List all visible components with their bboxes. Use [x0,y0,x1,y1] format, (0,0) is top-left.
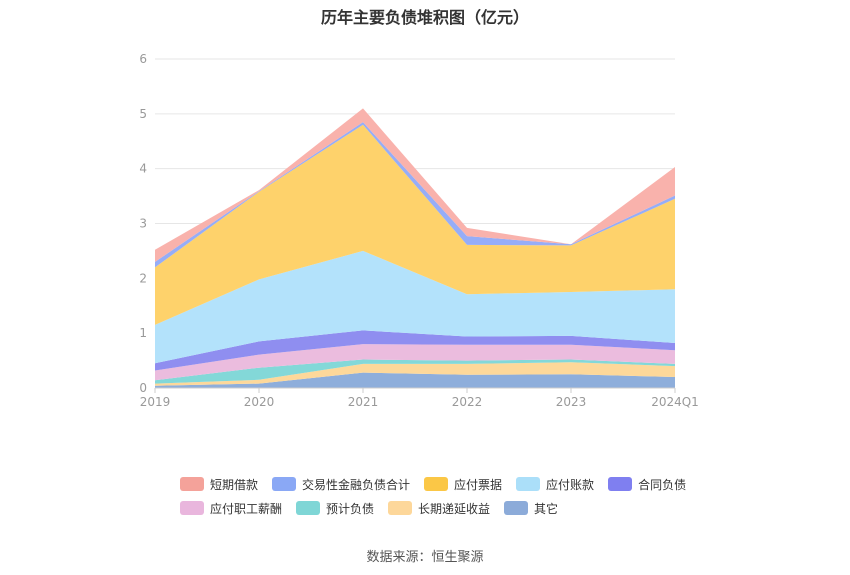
area-series-0 [155,372,675,388]
legend: 短期借款 交易性金融负债合计 应付票据 应付账款 合同负债应付职工薪酬 预计负债 长期递延收… [180,472,720,520]
area-series-1 [155,362,675,386]
legend-swatch [272,477,297,491]
legend-label: 合同负债 [638,477,687,492]
legend-item[interactable]: 应付票据 [424,476,502,493]
legend-swatch [388,501,413,515]
y-tick-label: 5 [139,107,147,121]
axis-layer: 0 1 2 3 4 5 6 2019 2020 2021 2022 2023 2024Q1 [139,52,698,409]
legend-item[interactable]: 应付职工薪酬 [180,500,282,517]
y-tick-label: 6 [139,52,147,66]
y-tick-label: 1 [139,326,147,340]
legend-swatch [180,501,204,515]
x-tick-label: 2024Q1 [651,395,699,409]
legend-label: 预计负债 [326,501,375,516]
x-tick-label: 2020 [244,395,275,409]
legend-label: 其它 [534,501,559,516]
legend-row: 短期借款 交易性金融负债合计 应付票据 应付账款 合同负债 [180,472,720,496]
y-tick-label: 3 [139,217,147,231]
legend-swatch [296,501,321,515]
legend-label: 短期借款 [210,477,259,492]
area-layer [155,108,675,388]
x-tick-label: 2019 [140,395,171,409]
area-series-5 [155,250,675,364]
y-tick-label: 4 [139,162,147,176]
legend-swatch [424,477,449,491]
legend-label: 应付票据 [454,477,503,492]
x-tick-label: 2023 [556,395,587,409]
x-tick-label: 2021 [348,395,379,409]
legend-label: 长期递延收益 [418,501,491,516]
legend-swatch [180,477,204,491]
stacked-area-chart: 0 1 2 3 4 5 6 2019 2020 2021 2022 2023 2024Q1 [139,52,698,409]
area-series-3 [155,344,675,381]
legend-label: 交易性金融负债合计 [302,477,411,492]
y-tick-label: 2 [139,271,147,285]
legend-swatch [516,477,541,491]
legend-item[interactable]: 交易性金融负债合计 [272,476,410,493]
y-tick-label: 0 [139,381,147,395]
x-tick-label: 2022 [452,395,483,409]
legend-item[interactable]: 应付账款 [516,476,594,493]
legend-item[interactable]: 合同负债 [608,476,686,493]
legend-swatch [504,501,529,515]
legend-swatch [608,477,633,491]
legend-item[interactable]: 短期借款 [180,476,258,493]
legend-label: 应付账款 [546,477,595,492]
legend-item[interactable]: 长期递延收益 [388,500,490,517]
legend-row: 应付职工薪酬 预计负债 长期递延收益 其它 [180,496,720,520]
legend-item[interactable]: 其它 [504,500,558,517]
legend-item[interactable]: 预计负债 [296,500,374,517]
legend-label: 应付职工薪酬 [210,501,283,516]
data-source-note: 数据来源：恒生聚源 [366,550,484,565]
area-series-2 [155,359,675,384]
chart-title: 历年主要负债堆积图（亿元） [320,8,529,27]
area-series-4 [155,330,675,371]
area-series-6 [155,124,675,325]
